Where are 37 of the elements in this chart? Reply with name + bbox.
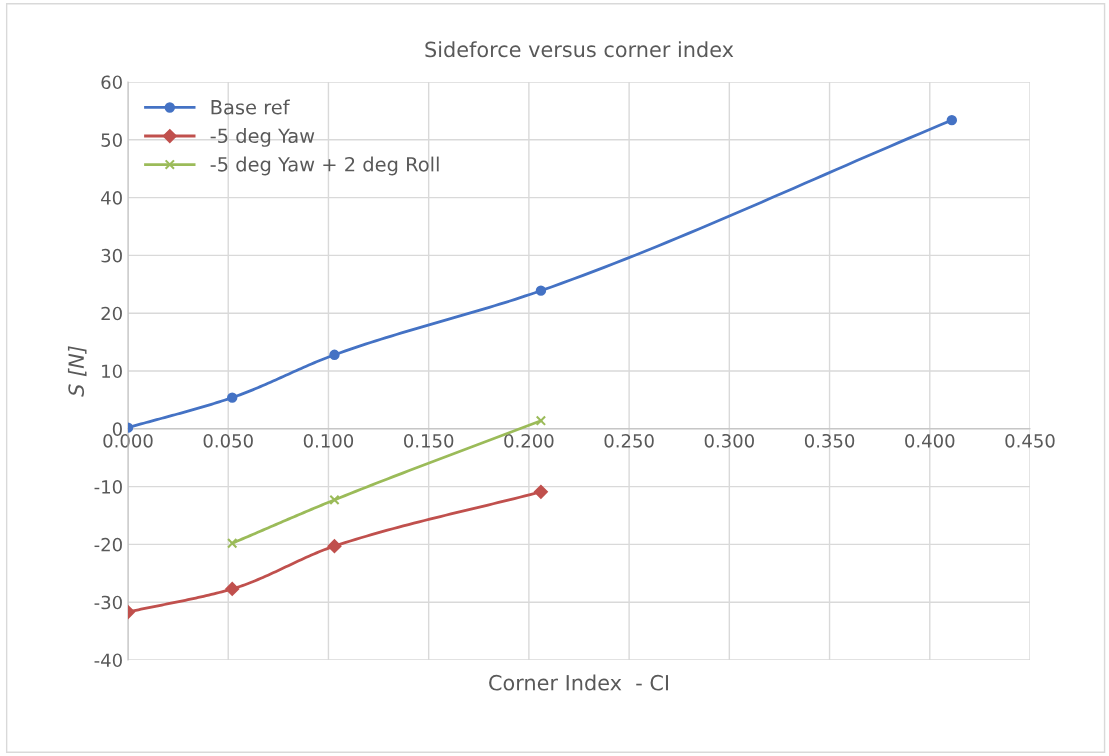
point	[329, 494, 340, 506]
legend-label: Base ref	[211, 99, 290, 115]
point	[327, 539, 342, 554]
chart-title: Sideforce versus corner index	[425, 41, 734, 58]
x-tick-label: 0.150	[404, 433, 454, 448]
y-tick-label: 40	[101, 191, 122, 205]
x-tick-label: 0.200	[504, 433, 554, 448]
y-tick-label: -10	[94, 480, 122, 494]
x-tick-label: 0.250	[604, 433, 654, 448]
y-tick-label: 20	[101, 306, 122, 321]
x-axis-title: Corner Index - CI	[489, 674, 669, 691]
point	[227, 392, 238, 403]
point	[946, 114, 958, 126]
x-tick-label: 0.450	[1005, 433, 1055, 448]
legend-label: -5 deg Yaw	[210, 128, 315, 147]
x-tick-label: 0.350	[804, 433, 855, 448]
y-tick-label: -40	[94, 653, 122, 668]
y-tick-label: 60	[101, 75, 122, 90]
point	[535, 285, 547, 296]
y-tick-label: 10	[102, 364, 122, 379]
x-tick-label: 0.300	[704, 433, 754, 448]
y-tick-label: -20	[94, 537, 122, 552]
y-tick-label: 0	[112, 422, 122, 436]
y-tick-label: -30	[94, 595, 122, 610]
x-tick-label: 0.050	[203, 433, 253, 448]
point	[227, 538, 238, 549]
point	[225, 581, 240, 596]
point	[535, 415, 547, 426]
y-tick-label: 30	[101, 248, 122, 263]
point	[329, 349, 340, 361]
x-tick-label: 0.000	[103, 433, 153, 448]
x-tick-label: 0.100	[303, 433, 354, 448]
y-axis-title: S [N]	[67, 346, 87, 397]
point	[533, 484, 548, 499]
legend-label: -5 deg Yaw + 2 deg Roll	[210, 156, 439, 176]
y-tick-label: 50	[101, 133, 122, 147]
x-tick-label: 0.400	[905, 433, 955, 448]
